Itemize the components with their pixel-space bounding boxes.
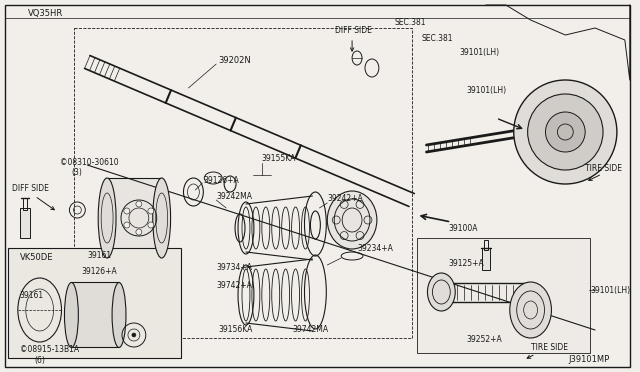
Text: VQ35HR: VQ35HR xyxy=(28,9,63,17)
Bar xyxy=(8,248,182,358)
Ellipse shape xyxy=(327,191,377,249)
Text: VK50DE: VK50DE xyxy=(20,253,53,263)
Text: DIFF SIDE: DIFF SIDE xyxy=(335,26,372,35)
Text: 39156KA: 39156KA xyxy=(218,326,253,334)
Text: (3): (3) xyxy=(72,167,83,176)
Bar xyxy=(23,198,27,210)
Circle shape xyxy=(148,222,154,228)
Circle shape xyxy=(136,229,142,235)
Text: 39126+A: 39126+A xyxy=(81,267,117,276)
Circle shape xyxy=(136,201,142,207)
Text: 39742MA: 39742MA xyxy=(292,326,329,334)
Ellipse shape xyxy=(428,273,455,311)
Text: 39126+A: 39126+A xyxy=(204,176,239,185)
Text: 39202N: 39202N xyxy=(218,55,251,64)
Circle shape xyxy=(132,333,136,337)
Text: 39161: 39161 xyxy=(87,250,111,260)
Text: 39101(LH): 39101(LH) xyxy=(590,285,630,295)
Bar xyxy=(484,240,488,250)
Text: (6): (6) xyxy=(35,356,45,365)
Text: J39101MP: J39101MP xyxy=(569,356,610,365)
Text: TIRE SIDE: TIRE SIDE xyxy=(531,343,568,353)
Bar xyxy=(482,248,490,270)
Text: DIFF SIDE: DIFF SIDE xyxy=(12,183,49,192)
Text: TIRE SIDE: TIRE SIDE xyxy=(585,164,622,173)
Text: 39101(LH): 39101(LH) xyxy=(460,48,499,57)
Text: 39100A: 39100A xyxy=(448,224,478,232)
Ellipse shape xyxy=(510,282,552,338)
Text: SEC.381: SEC.381 xyxy=(422,33,453,42)
Circle shape xyxy=(527,94,603,170)
Bar xyxy=(72,282,119,347)
Ellipse shape xyxy=(65,282,78,347)
Text: 39125+A: 39125+A xyxy=(448,260,484,269)
Bar xyxy=(417,238,590,353)
Text: 39155KA: 39155KA xyxy=(262,154,296,163)
Bar xyxy=(107,178,162,258)
Text: 39252+A: 39252+A xyxy=(466,336,502,344)
Text: 39742+A: 39742+A xyxy=(216,280,252,289)
Text: SEC.381: SEC.381 xyxy=(395,17,426,26)
Circle shape xyxy=(124,222,130,228)
Text: 39161: 39161 xyxy=(20,291,44,299)
Circle shape xyxy=(514,80,617,184)
Text: ©08310-30610: ©08310-30610 xyxy=(60,157,118,167)
Text: 39242+A: 39242+A xyxy=(327,193,363,202)
Text: 39242MA: 39242MA xyxy=(216,192,252,201)
Polygon shape xyxy=(486,5,630,80)
Circle shape xyxy=(124,208,130,214)
Bar xyxy=(20,208,29,238)
Text: 39734+A: 39734+A xyxy=(216,263,252,273)
Ellipse shape xyxy=(98,178,116,258)
Text: 39101(LH): 39101(LH) xyxy=(466,86,506,94)
Circle shape xyxy=(545,112,585,152)
Text: 39234+A: 39234+A xyxy=(357,244,393,253)
Text: ©08915-13B1A: ©08915-13B1A xyxy=(20,346,79,355)
Ellipse shape xyxy=(112,282,126,347)
Ellipse shape xyxy=(153,178,171,258)
Circle shape xyxy=(148,208,154,214)
